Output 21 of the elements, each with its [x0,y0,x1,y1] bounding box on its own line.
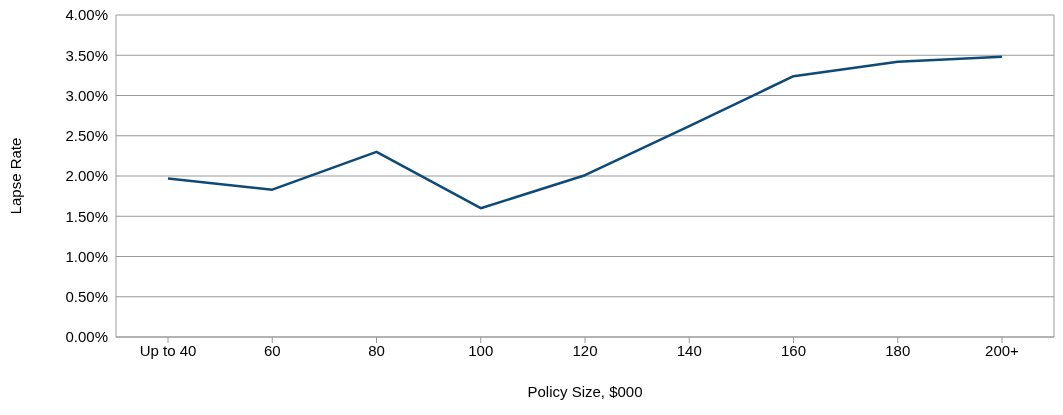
y-tick-label: 2.00% [65,167,108,185]
x-tick-label: 160 [780,341,807,359]
x-tick-label: 60 [263,341,281,359]
y-tick-label: 2.50% [65,127,108,145]
x-tick-label: 100 [468,341,494,359]
x-tick-label: 180 [885,341,911,359]
y-tick-label: 3.00% [65,86,108,104]
x-tick-label: 80 [368,341,385,359]
y-axis-title: Lapse Rate [7,137,25,215]
line-series [166,55,1004,210]
y-tick-label: 0.50% [65,288,108,306]
y-tick-label: 1.00% [65,247,108,265]
y-tick-label: 0.00% [65,328,108,346]
x-tick-label: 120 [572,341,598,359]
x-axis-title: Policy Size, $000 [527,383,643,400]
x-tick-label: Up to 40 [139,341,197,359]
x-tick-label: 140 [676,341,702,359]
y-tick-label: 4.00% [65,6,108,24]
y-tick-label: 3.50% [65,46,108,64]
y-tick-label: 1.50% [65,207,108,225]
x-tick-label: 200+ [985,341,1020,359]
